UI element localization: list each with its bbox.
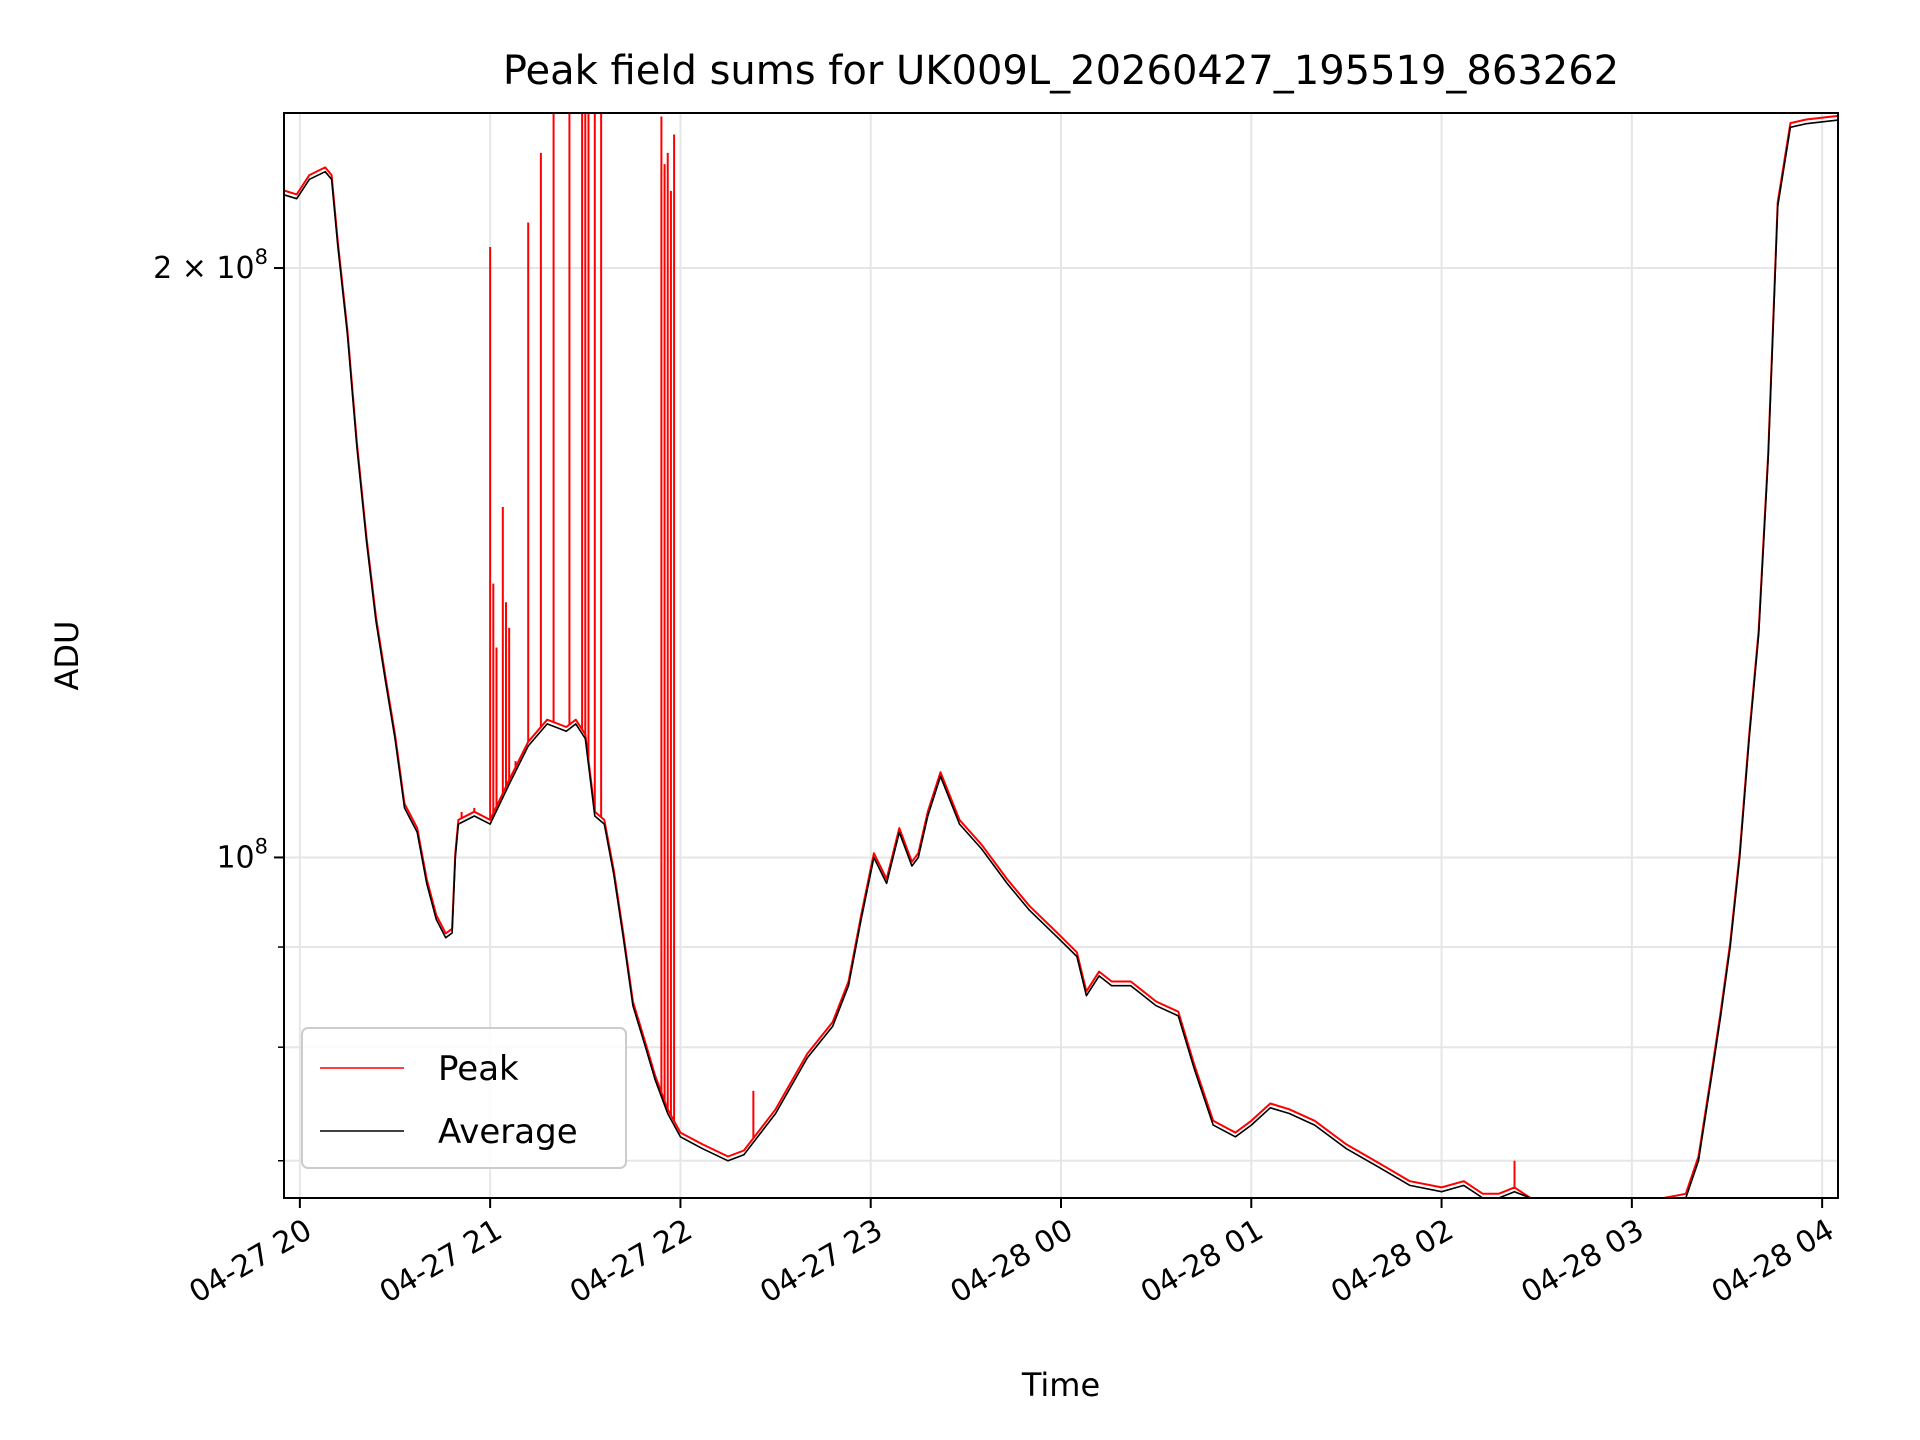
y-tick-label: 108 [216, 834, 268, 875]
legend: Peak Average [301, 1027, 627, 1169]
chart-title: Peak field sums for UK009L_20260427_1955… [503, 48, 1619, 94]
grid [284, 113, 1838, 1198]
legend-average-label: Average [438, 1112, 578, 1152]
y-axis-label: ADU [48, 621, 86, 691]
y-tick-label: 2 × 108 [153, 245, 268, 286]
x-axis-label: Time [1021, 1366, 1100, 1404]
legend-peak-label: Peak [438, 1049, 519, 1089]
plot-series [283, 113, 1839, 1199]
legend-box [301, 1027, 627, 1169]
